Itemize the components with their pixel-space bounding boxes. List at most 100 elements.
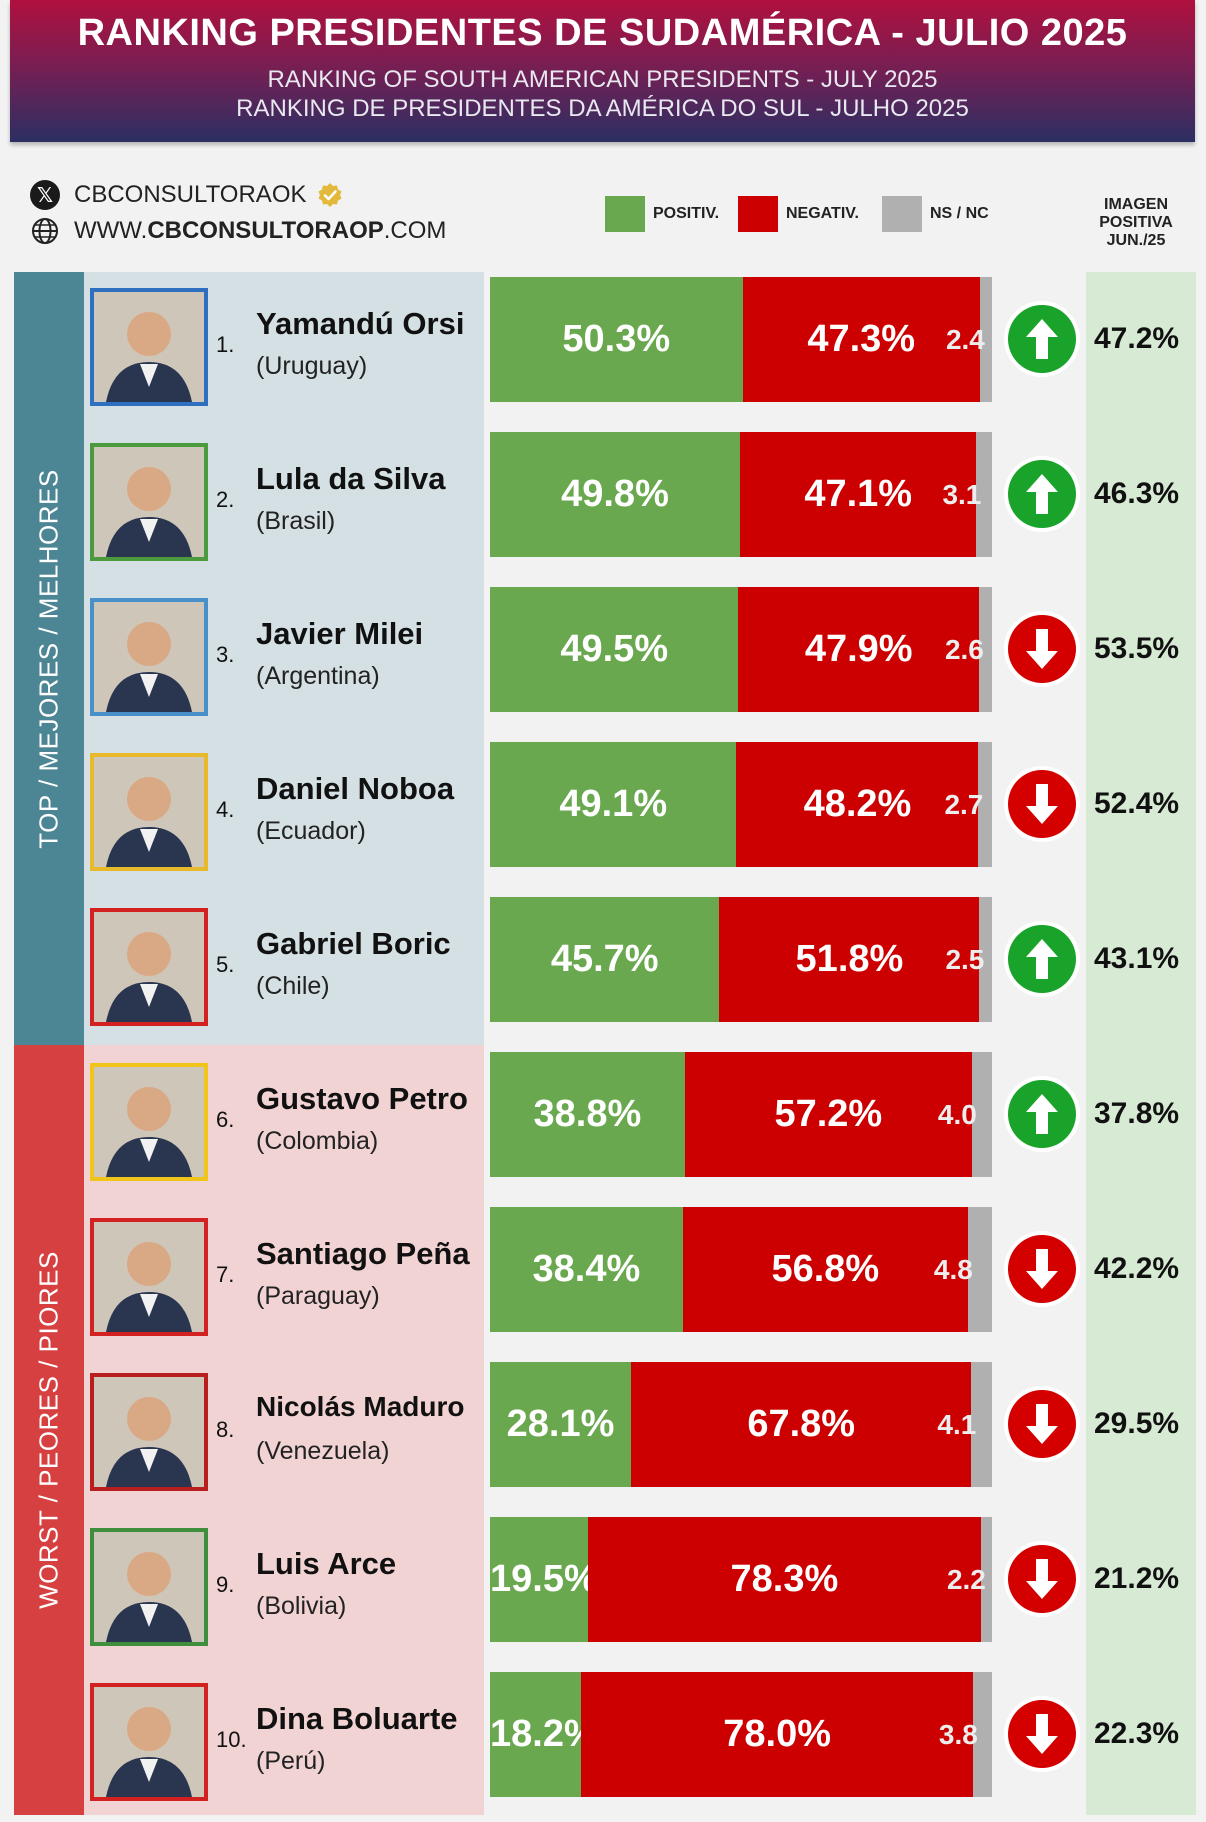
rank-number: 6. [216,1107,235,1132]
bar-positive: 38.8% [490,1052,685,1177]
bar-nsnc-label: 2.6 [944,633,984,665]
president-photo [90,443,208,561]
trend-down-icon [1004,611,1080,687]
president-name: Yamandú Orsi [256,306,465,341]
president-photo [90,753,208,871]
bar-nsnc [972,1672,992,1797]
trend-up-icon [1004,301,1080,377]
stacked-bar: 49.5% 47.9% [490,587,992,712]
stacked-bar: 38.4% 56.8% [490,1207,992,1332]
bar-negative-label: 78.0% [723,1713,831,1755]
trend-up-icon [1004,1076,1080,1152]
stacked-bar: 28.1% 67.8% [490,1362,992,1487]
ranking-row: 10. Dina Boluarte (Perú) 18.2% 78.0% 3.8 22.3% [0,1667,1206,1822]
president-photo [90,1683,208,1801]
bar-negative-label: 48.2% [803,783,912,825]
country-name: (Bolivia) [256,1592,347,1620]
previous-positive-value: 22.3% [1094,1717,1180,1750]
bar-negative: 47.1% [739,432,977,557]
bar-positive-label: 49.8% [561,473,669,515]
trend-down-icon [1004,1696,1080,1772]
rank-number: 10. [216,1727,247,1752]
country-name: (Ecuador) [256,817,366,845]
bar-nsnc [979,897,992,1022]
bar-negative: 47.3% [742,277,980,402]
bar-negative-label: 78.3% [730,1558,839,1600]
trend-up-icon [1004,456,1080,532]
previous-positive-value: 46.3% [1094,477,1180,510]
bar-nsnc-label: 3.1 [942,478,982,510]
rank-number: 5. [216,952,235,977]
imagen-header-line3: JUN./25 [1106,232,1166,249]
previous-positive-value: 52.4% [1094,787,1180,820]
bar-nsnc-label: 2.5 [945,943,985,975]
stacked-bar: 19.5% 78.3% [490,1517,992,1642]
legend-negative: NEGATIV. [738,196,859,232]
president-name: Santiago Peña [256,1236,470,1271]
bar-nsnc [976,432,992,557]
president-photo [90,1373,208,1491]
trend-down-icon [1004,1386,1080,1462]
imagen-positiva-header: IMAGEN POSITIVA JUN./25 [1086,196,1186,250]
bar-positive-label: 45.7% [550,938,659,980]
bar-negative: 78.3% [587,1517,981,1642]
bar-negative-label: 47.1% [804,473,913,515]
bar-positive: 28.1% [490,1362,632,1487]
ranking-row: 3. Javier Milei (Argentina) 49.5% 47.9% 2.6 53… [0,582,1206,737]
bar-positive-label: 38.8% [533,1093,642,1135]
previous-positive-value: 37.8% [1094,1097,1180,1130]
country-name: (Colombia) [256,1127,379,1155]
legend-swatch-negative [738,196,778,232]
ranking-row: 6. Gustavo Petro (Colombia) 38.8% 57.2% 4.0 37… [0,1047,1206,1202]
globe-icon [32,218,58,244]
legend-positive: POSITIV. [605,196,719,232]
rank-number: 1. [216,332,235,357]
page-title: RANKING PRESIDENTES DE SUDAMÉRICA - JULI… [77,12,1128,54]
bar-nsnc [978,587,992,712]
president-name: Dina Boluarte [256,1701,458,1736]
bar-positive-label: 38.4% [532,1248,641,1290]
bar-negative-label: 47.3% [807,318,916,360]
president-name: Luis Arce [256,1546,397,1581]
bar-positive-label: 49.1% [559,783,668,825]
country-name: (Chile) [256,972,330,1000]
bar-negative: 51.8% [719,897,980,1022]
rank-number: 3. [216,642,235,667]
legend-swatch-nsnc [882,196,922,232]
bar-positive: 49.1% [490,742,737,867]
imagen-header-line1: IMAGEN [1104,196,1168,213]
bar-nsnc-label: 4.1 [937,1408,977,1440]
section-worst-bar: WORST / PEORES / PIORES [14,1045,84,1815]
website-prefix: WWW. [74,217,148,244]
subtitle-english: RANKING OF SOUTH AMERICAN PRESIDENTS - J… [267,66,938,93]
website-suffix: .COM [383,217,447,244]
bar-negative: 57.2% [684,1052,972,1177]
rank-number: 2. [216,487,235,512]
stacked-bar: 45.7% 51.8% [490,897,992,1022]
imagen-header-line2: POSITIVA [1099,214,1173,231]
country-name: (Uruguay) [256,352,368,380]
bar-nsnc [971,1052,992,1177]
x-logo-icon: 𝕏 [30,180,60,210]
bar-nsnc-label: 2.7 [944,788,984,820]
bar-negative-label: 57.2% [774,1093,883,1135]
stacked-bar: 38.8% 57.2% [490,1052,992,1177]
president-photo [90,288,208,406]
bar-negative-label: 47.9% [804,628,913,670]
ranking-row: 8. Nicolás Maduro (Venezuela) 28.1% 67.8% 4.1… [0,1357,1206,1512]
legend-label-positive: POSITIV. [653,205,720,222]
bar-positive-label: 19.5% [490,1558,588,1600]
bar-negative: 56.8% [682,1207,968,1332]
previous-positive-value: 47.2% [1094,322,1180,355]
ranking-row: 9. Luis Arce (Bolivia) 19.5% 78.3% 2.2 21.2% [0,1512,1206,1667]
president-photo [90,598,208,716]
ranking-row: 1. Yamandú Orsi (Uruguay) 50.3% 47.3% 2.4 47.2… [0,272,1206,427]
bar-positive: 38.4% [490,1207,683,1332]
president-photo [90,1218,208,1336]
bar-positive-label: 28.1% [506,1403,615,1445]
legend-swatch-positive [605,196,645,232]
trend-down-icon [1004,1231,1080,1307]
bar-nsnc [971,1362,992,1487]
bar-nsnc [979,277,992,402]
previous-positive-value: 29.5% [1094,1407,1180,1440]
